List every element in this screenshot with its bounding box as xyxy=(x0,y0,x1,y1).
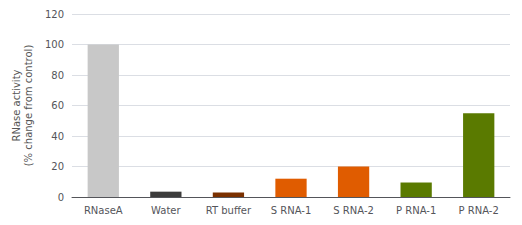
svg-text:P RNA-2: P RNA-2 xyxy=(459,205,499,216)
svg-text:RT buffer: RT buffer xyxy=(206,205,252,216)
svg-text:P RNA-1: P RNA-1 xyxy=(396,205,436,216)
svg-text:S RNA-2: S RNA-2 xyxy=(333,205,374,216)
svg-text:0: 0 xyxy=(58,192,64,203)
svg-text:40: 40 xyxy=(51,131,64,142)
svg-text:Water: Water xyxy=(151,205,181,216)
svg-text:80: 80 xyxy=(51,70,64,81)
svg-text:100: 100 xyxy=(45,39,64,50)
svg-text:20: 20 xyxy=(51,161,64,172)
svg-text:RNaseA: RNaseA xyxy=(84,205,123,216)
svg-text:(% change from control): (% change from control) xyxy=(23,45,34,167)
svg-text:S RNA-1: S RNA-1 xyxy=(271,205,312,216)
svg-text:RNase activity: RNase activity xyxy=(11,69,22,141)
svg-text:60: 60 xyxy=(51,100,64,111)
svg-text:120: 120 xyxy=(45,9,64,20)
